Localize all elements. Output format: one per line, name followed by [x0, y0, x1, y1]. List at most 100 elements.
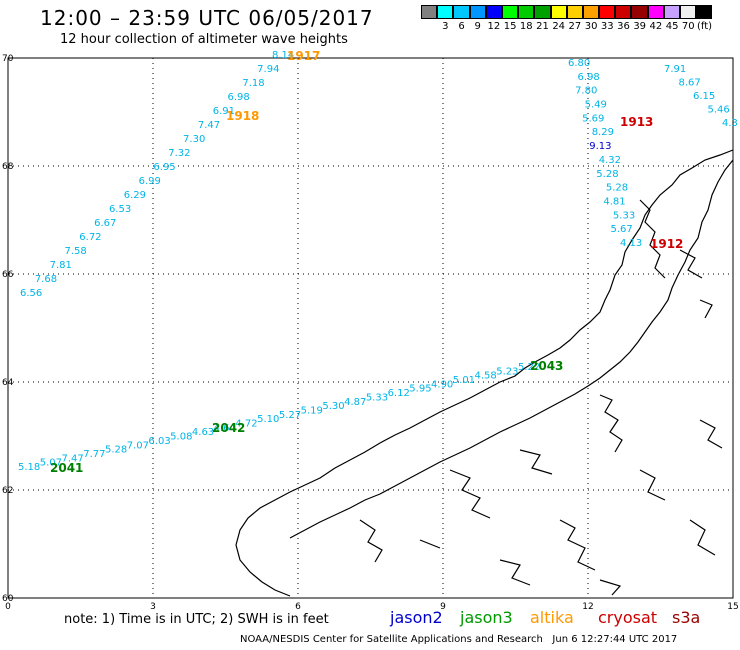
pass-label: 1913 — [620, 115, 653, 129]
satellite-jason2: jason2 — [390, 608, 443, 627]
wave-height-label: 6.56 — [20, 288, 42, 299]
legend-label-11: 36 — [617, 21, 630, 32]
legend-swatch-9 — [566, 5, 583, 19]
coastline-segment — [639, 199, 666, 279]
legend-label-9: 30 — [584, 21, 598, 32]
pass-label: 1918 — [226, 109, 259, 123]
coastline-segment — [499, 559, 531, 586]
wave-height-label: 7.94 — [257, 64, 279, 75]
satellite-s3a: s3a — [672, 608, 701, 627]
coastline-segment — [359, 519, 383, 563]
wave-height-label: 5.22 — [518, 362, 540, 373]
coastline-segment — [449, 469, 491, 519]
footer-credit: NOAA/NESDIS Center for Satellite Applica… — [240, 634, 677, 645]
legend-swatch-16 — [680, 5, 697, 19]
legend-label-0: 3 — [442, 21, 449, 32]
legend-label-8: 27 — [568, 21, 582, 32]
legend-label-1: 6 — [458, 21, 465, 32]
footer-note: note: 1) Time is in UTC; 2) SWH is in fe… — [64, 612, 329, 627]
wave-height-label: 5.30 — [322, 401, 344, 412]
wave-height-label: 6.98 — [228, 92, 250, 103]
wave-height-label: 7.81 — [50, 260, 72, 271]
legend-swatch-17 — [696, 5, 713, 19]
wave-height-label: 7.07 — [127, 440, 149, 451]
y-tick-label: 70 — [2, 54, 14, 64]
chart-title: 12:00 – 23:59 UTC 06/05/2017 — [40, 6, 374, 30]
y-tick-label: 62 — [2, 486, 13, 496]
wave-height-label: 7.68 — [35, 274, 57, 285]
wave-height-label: 5.95 — [409, 384, 431, 395]
wave-height-label: 6.03 — [148, 436, 170, 447]
wave-height-label: 5.01 — [453, 375, 475, 386]
y-tick-label: 64 — [2, 378, 14, 388]
pass-labels: 1917 1918 1913 1912 2042 2041 2043 — [50, 49, 683, 475]
legend-label-14: 45 — [665, 21, 679, 32]
wave-height-label: 5.08 — [170, 432, 192, 443]
coastline-segment — [235, 149, 734, 597]
legend-labels: 3 6 9 12 15 18 21 24 27 30 33 36 39 42 45 70 (ft) — [421, 19, 740, 33]
legend-label-15: 70 — [681, 21, 695, 32]
wave-height-label: 4.63 — [192, 427, 214, 438]
y-tick-label: 68 — [2, 162, 14, 172]
wave-height-label: 5.19 — [301, 405, 323, 416]
wave-height-label: 7.91 — [664, 64, 686, 75]
wave-height-label: 6.53 — [109, 204, 131, 215]
wave-height-label: 7.77 — [83, 449, 105, 460]
wave-height-label: 9.13 — [589, 141, 611, 152]
coastline-segment — [559, 519, 596, 571]
wave-height-label: 5.67 — [610, 224, 632, 235]
legend-label-4: 15 — [503, 21, 517, 32]
coastline-segment — [679, 249, 703, 279]
legend-swatch-5 — [501, 5, 519, 19]
wave-height-label: 4.13 — [620, 238, 642, 249]
x-tick-label: 6 — [295, 602, 301, 612]
legend-swatch-4 — [485, 5, 502, 19]
wave-height-label: 7.47 — [198, 120, 220, 131]
legend-swatch-2 — [453, 5, 470, 19]
credit-timestamp: Jun 6 12:27:44 UTC 2017 — [552, 634, 678, 645]
legend-swatch-12 — [615, 5, 632, 19]
chart-subtitle: 12 hour collection of altimeter wave hei… — [60, 32, 348, 47]
wave-height-label: 5.27 — [279, 410, 301, 421]
coastline-segment — [699, 419, 723, 449]
wave-height-label: 6.15 — [693, 91, 715, 102]
pass-label: 2041 — [50, 461, 83, 475]
legend-label-3: 12 — [487, 21, 501, 32]
map-frame — [7, 57, 734, 599]
legend-swatch-13 — [631, 5, 648, 19]
wave-height-label: 4.87 — [344, 397, 366, 408]
legend-swatch-10 — [582, 5, 600, 19]
wave-height-label: 8.29 — [592, 127, 614, 138]
legend-swatch-0 — [421, 5, 438, 19]
coastline-segment — [419, 539, 441, 549]
wave-height-label: 7.32 — [168, 148, 190, 159]
wave-height-label: 5.28 — [596, 169, 618, 180]
wave-height-label: 7.30 — [183, 134, 205, 145]
wave-height-label: 5.69 — [582, 113, 604, 124]
wave-height-label: 5.10 — [257, 414, 279, 425]
legend-label-13: 42 — [649, 21, 663, 32]
satellite-cryosat: cryosat — [598, 608, 658, 627]
coastline-segment — [599, 579, 622, 596]
wave-height-label: 6.80 — [568, 58, 590, 69]
x-tick-label: 3 — [150, 602, 156, 612]
wave-height-label: 8.67 — [679, 78, 701, 89]
wave-height-label: 5.18 — [18, 462, 40, 473]
legend-swatch-3 — [469, 5, 486, 19]
satellite-jason3: jason3 — [460, 608, 513, 627]
grid-lines — [8, 58, 733, 598]
legend-swatch-15 — [663, 5, 680, 19]
legend-label-7: 24 — [552, 21, 566, 32]
wave-height-label: 6.95 — [153, 162, 175, 173]
legend-label-2: 9 — [474, 21, 481, 32]
legend-swatch-7 — [534, 5, 551, 19]
coastline-segment — [699, 299, 713, 319]
pass-label: 2043 — [530, 359, 563, 373]
color-legend: 3 6 9 12 15 18 21 24 27 30 33 36 39 42 45 70 (ft) — [421, 5, 740, 33]
wave-height-label: 7.18 — [242, 78, 264, 89]
wave-height-label: 7.80 — [575, 86, 597, 97]
x-tick-label: 0 — [5, 602, 11, 612]
wave-height-label: 7.58 — [64, 246, 86, 257]
altimeter-tracks: 6.56 7.68 7.81 7.58 6.72 6.67 6.53 6.29 6.99 6.95… — [18, 50, 738, 473]
